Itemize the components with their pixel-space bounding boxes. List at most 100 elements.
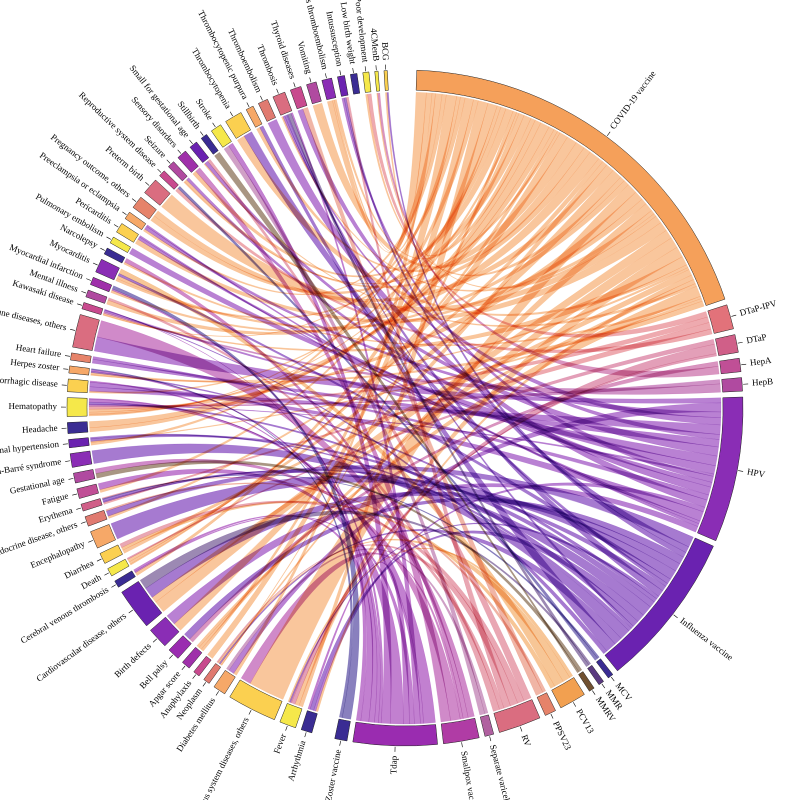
event-arc-vomiting — [306, 82, 321, 104]
event-arc-myocarditis — [96, 259, 120, 280]
event-arc-intussusception — [337, 75, 348, 96]
event-tick-bell-palsy — [169, 655, 172, 659]
event-tick-immune-diseases-others — [70, 329, 75, 330]
event-tick-fever — [286, 726, 288, 731]
event-tick-cardiovascular-disease-others — [129, 610, 133, 613]
event-arc-arrhythmia — [301, 711, 317, 733]
event-tick-narcolepsy — [100, 248, 104, 250]
event-label-vomiting: Vomiting — [295, 40, 314, 75]
event-arc-hematopathy — [67, 398, 87, 417]
event-arc-stroke — [211, 125, 231, 148]
event-arc-cerebral-venous-thrombosis — [115, 571, 136, 587]
vaccine-tick-mcv — [611, 677, 614, 681]
event-arc-encephalopathy — [90, 524, 115, 548]
vaccine-arc-zoster-vaccine — [335, 719, 351, 741]
vaccine-arc-ppsv23 — [537, 693, 556, 716]
vaccine-tick-zoster-vaccine — [340, 741, 341, 746]
vaccine-label-dtap: DTaP — [745, 332, 767, 346]
event-label-hematopathy: Hematopathy — [8, 401, 57, 411]
vaccine-label-hpv: HPV — [746, 466, 766, 479]
event-tick-pulmonary-embolism — [107, 237, 111, 239]
vaccine-label-tdap: Tdap — [388, 755, 399, 774]
event-tick-kawasaki-disease — [77, 304, 82, 306]
event-tick-death — [104, 573, 108, 575]
event-label-gestational-hypertension: Gestational hypertension — [0, 439, 60, 458]
vaccine-label-separate-varicella-vaccine: Separate varicella vaccine — [488, 743, 521, 800]
event-arc-gestational-hypertension — [68, 438, 89, 448]
event-tick-endocrine-disease-others — [81, 522, 86, 524]
event-tick-low-birth-weight — [353, 68, 354, 73]
event-tick-heart-failure — [65, 356, 70, 357]
event-tick-intussusception — [340, 70, 341, 75]
vaccine-label-influenza-vaccine: Influenza vaccine — [678, 616, 735, 663]
event-tick-sensory-disorders — [178, 150, 181, 154]
vaccine-tick-dtap-ipv — [731, 315, 736, 316]
vaccine-arc-tdap — [353, 722, 438, 746]
event-arc-fever — [280, 703, 302, 727]
vaccine-tick-separate-varicella-vaccine — [490, 736, 491, 741]
event-arc-pulmonary-embolism — [110, 237, 131, 253]
vaccine-tick-mmrv — [592, 691, 595, 695]
event-tick-mental-illness — [81, 291, 86, 293]
event-tick-herpes-zoster — [63, 369, 68, 370]
vaccine-tick-rv — [520, 727, 522, 732]
event-tick-small-for-gestational-age — [189, 140, 192, 144]
event-tick-nervous-system-diseases-others — [249, 710, 251, 714]
event-tick-fatigue — [72, 494, 77, 495]
vaccine-label-pcv13: PCV13 — [574, 707, 596, 735]
event-tick-stillbirth — [200, 132, 203, 136]
event-label-immune-diseases-others: Immune diseases, others — [0, 302, 68, 332]
event-tick-gestational-hypertension — [63, 444, 68, 445]
event-arc-guillain-barr-syndrome — [70, 451, 92, 467]
event-arc-venous-thromboembolism — [322, 78, 336, 100]
event-tick-encephalopathy — [88, 540, 93, 542]
event-arc-thromboembolism — [258, 99, 275, 121]
event-arc-kawasaki-disease — [82, 302, 103, 314]
event-label-heart-failure: Heart failure — [15, 342, 62, 359]
event-arc-hemorrhagic-disease — [67, 379, 88, 393]
vaccine-tick-ppsv23 — [551, 714, 553, 719]
event-tick-myocarditis — [93, 263, 98, 265]
event-tick-anaphylaxis — [193, 675, 196, 679]
event-arc-herpes-zoster — [69, 366, 90, 375]
vaccine-tick-influenza-vaccine — [674, 615, 678, 618]
vaccine-tick-dtap — [738, 342, 743, 343]
event-arc-headache — [67, 422, 88, 434]
event-arc-erythema — [81, 499, 102, 512]
event-tick-myocardial-infarction — [86, 279, 91, 281]
event-tick-cerebral-venous-thrombosis — [111, 585, 115, 588]
event-arc-diarrhea — [100, 545, 123, 564]
vaccine-tick-hepa — [741, 364, 746, 365]
event-label-fever: Fever — [272, 732, 288, 755]
event-arc-4cmenb — [375, 71, 380, 91]
event-arc-gestational-age — [73, 469, 95, 483]
vaccine-label-hepa: HepA — [749, 355, 772, 368]
event-tick-venous-thromboembolism — [325, 73, 326, 78]
event-arc-myocardial-infarction — [90, 277, 111, 292]
event-arc-narcolepsy — [104, 248, 125, 263]
vaccine-tick-mmr — [602, 684, 605, 688]
vaccine-label-hepb: HepB — [752, 376, 774, 387]
event-arc-bcg — [384, 70, 388, 90]
event-arc-mental-illness — [86, 290, 107, 303]
event-tick-stroke — [213, 123, 216, 127]
vaccine-label-rv: RV — [520, 733, 534, 748]
event-tick-birth-defects — [153, 639, 157, 642]
event-label-bcg: BCG — [380, 42, 391, 62]
event-tick-apgar-score — [182, 666, 185, 670]
event-tick-preeclampsia-or-eclampsia — [122, 212, 126, 215]
event-tick-guillain-barr-syndrome — [65, 461, 70, 462]
vaccine-label-dtap-ipv: DTaP-IPV — [738, 298, 778, 318]
vaccine-arc-separate-varicella-vaccine — [480, 715, 494, 737]
event-arc-thrombosis — [273, 92, 292, 115]
vaccine-arc-hepa — [720, 358, 742, 374]
event-tick-erythema — [76, 508, 81, 509]
event-arc-pregnancy-outcome-others — [133, 197, 156, 219]
event-tick-neoplasm — [203, 682, 206, 686]
event-tick-seizure — [167, 160, 170, 164]
event-tick-vomiting — [310, 77, 311, 82]
event-tick-diarrhea — [97, 559, 101, 561]
event-arc-pericarditis — [116, 223, 138, 242]
